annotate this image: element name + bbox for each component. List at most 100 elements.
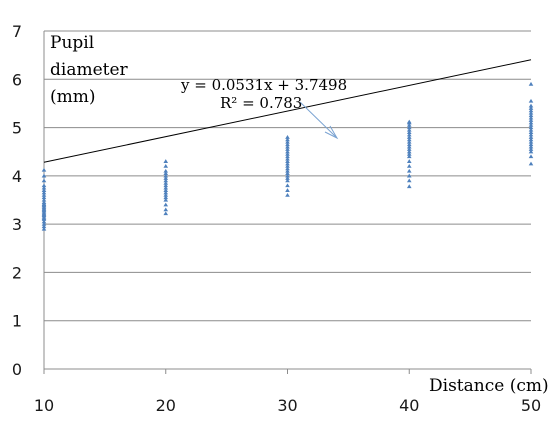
data-point-65 <box>285 142 290 147</box>
data-point-40 <box>163 178 169 183</box>
data-point-49 <box>285 183 290 188</box>
data-point-1 <box>41 224 47 229</box>
y-tick-labels: 0 1 2 3 4 5 6 7 <box>12 22 22 379</box>
data-point-94 <box>528 147 534 151</box>
data-point-27 <box>41 173 47 178</box>
data-point-82 <box>406 137 412 142</box>
data-point-22 <box>41 190 47 195</box>
data-point-47 <box>285 192 290 197</box>
y-tick-label-5: 5 <box>12 119 22 138</box>
y-axis-label-line-2: diameter <box>50 60 129 80</box>
callout-arrow-line <box>299 101 337 138</box>
data-point-34 <box>163 192 169 197</box>
y-tick-label-7: 7 <box>12 22 22 41</box>
data-point-98 <box>528 137 534 142</box>
data-point-81 <box>406 139 412 144</box>
y-tick-label-4: 4 <box>12 167 22 186</box>
data-point-28 <box>41 167 47 172</box>
data-point-72 <box>406 168 412 173</box>
callout-arrow-head <box>324 125 339 140</box>
data-point-31 <box>163 202 169 207</box>
data-point-74 <box>406 159 412 163</box>
data-point-88 <box>406 122 412 127</box>
data-point-51 <box>285 176 290 180</box>
data-point-70 <box>406 178 412 183</box>
y-tick-label-6: 6 <box>12 70 22 89</box>
data-point-37 <box>163 185 169 190</box>
data-point-85 <box>406 130 412 134</box>
data-point-39 <box>163 180 169 185</box>
data-point-107 <box>528 115 534 120</box>
trendline <box>43 59 532 163</box>
data-point-20 <box>41 195 47 200</box>
x-tick-label-10: 10 <box>34 396 54 415</box>
data-point-97 <box>528 139 534 144</box>
data-point-83 <box>406 135 412 139</box>
x-tick-label-50: 50 <box>521 396 541 415</box>
data-point-33 <box>163 195 169 200</box>
data-point-59 <box>285 156 290 161</box>
data-point-25 <box>41 183 47 188</box>
data-point-104 <box>528 122 534 127</box>
data-point-108 <box>528 113 534 118</box>
data-point-75 <box>406 154 412 159</box>
data-point-0 <box>41 226 47 231</box>
data-point-26 <box>41 178 47 183</box>
data-point-18 <box>41 200 47 205</box>
data-point-111 <box>528 106 534 110</box>
data-point-77 <box>406 149 412 154</box>
trendline-group <box>43 59 532 163</box>
data-point-76 <box>406 151 412 156</box>
data-point-105 <box>528 120 534 125</box>
data-point-87 <box>406 125 412 130</box>
data-point-23 <box>41 188 47 192</box>
data-point-101 <box>528 130 534 134</box>
data-point-93 <box>528 149 534 154</box>
data-point-100 <box>528 132 534 137</box>
data-point-64 <box>285 144 290 149</box>
data-point-48 <box>285 188 290 192</box>
data-point-46 <box>163 159 169 163</box>
data-point-66 <box>285 139 290 144</box>
data-point-57 <box>285 161 290 166</box>
data-point-96 <box>528 142 534 147</box>
data-point-110 <box>528 108 534 113</box>
data-point-50 <box>285 178 290 183</box>
trendline-equation: y = 0.0531x + 3.7498 <box>180 76 347 94</box>
data-points <box>41 81 534 231</box>
data-point-92 <box>528 154 534 159</box>
data-point-114 <box>528 81 534 86</box>
data-point-80 <box>406 142 412 147</box>
y-tick-label-0: 0 <box>12 360 22 379</box>
x-tick-label-20: 20 <box>156 396 176 415</box>
data-point-53 <box>285 171 290 176</box>
data-point-102 <box>528 127 534 132</box>
data-point-109 <box>528 110 534 115</box>
y-tick-label-3: 3 <box>12 215 22 234</box>
data-point-78 <box>406 147 412 151</box>
x-tick-label-40: 40 <box>399 396 419 415</box>
data-point-19 <box>41 197 47 202</box>
data-point-95 <box>528 144 534 149</box>
data-point-60 <box>285 154 290 159</box>
data-point-62 <box>285 149 290 154</box>
data-point-21 <box>41 192 47 197</box>
data-point-106 <box>528 118 534 122</box>
data-point-113 <box>528 98 534 103</box>
data-point-69 <box>406 184 412 189</box>
data-point-86 <box>406 127 412 132</box>
data-point-24 <box>41 185 47 190</box>
data-point-84 <box>406 132 412 137</box>
data-point-73 <box>406 164 412 168</box>
gridlines <box>44 30 531 322</box>
data-point-45 <box>163 164 169 168</box>
data-point-71 <box>406 173 412 178</box>
data-point-35 <box>163 190 169 195</box>
x-tick-labels: 10 20 30 40 50 <box>34 396 541 415</box>
data-point-52 <box>285 173 290 178</box>
data-point-42 <box>163 173 169 178</box>
data-point-91 <box>528 161 534 166</box>
trendline-r-squared: R² = 0.783 <box>220 94 302 112</box>
data-point-3 <box>41 219 47 224</box>
